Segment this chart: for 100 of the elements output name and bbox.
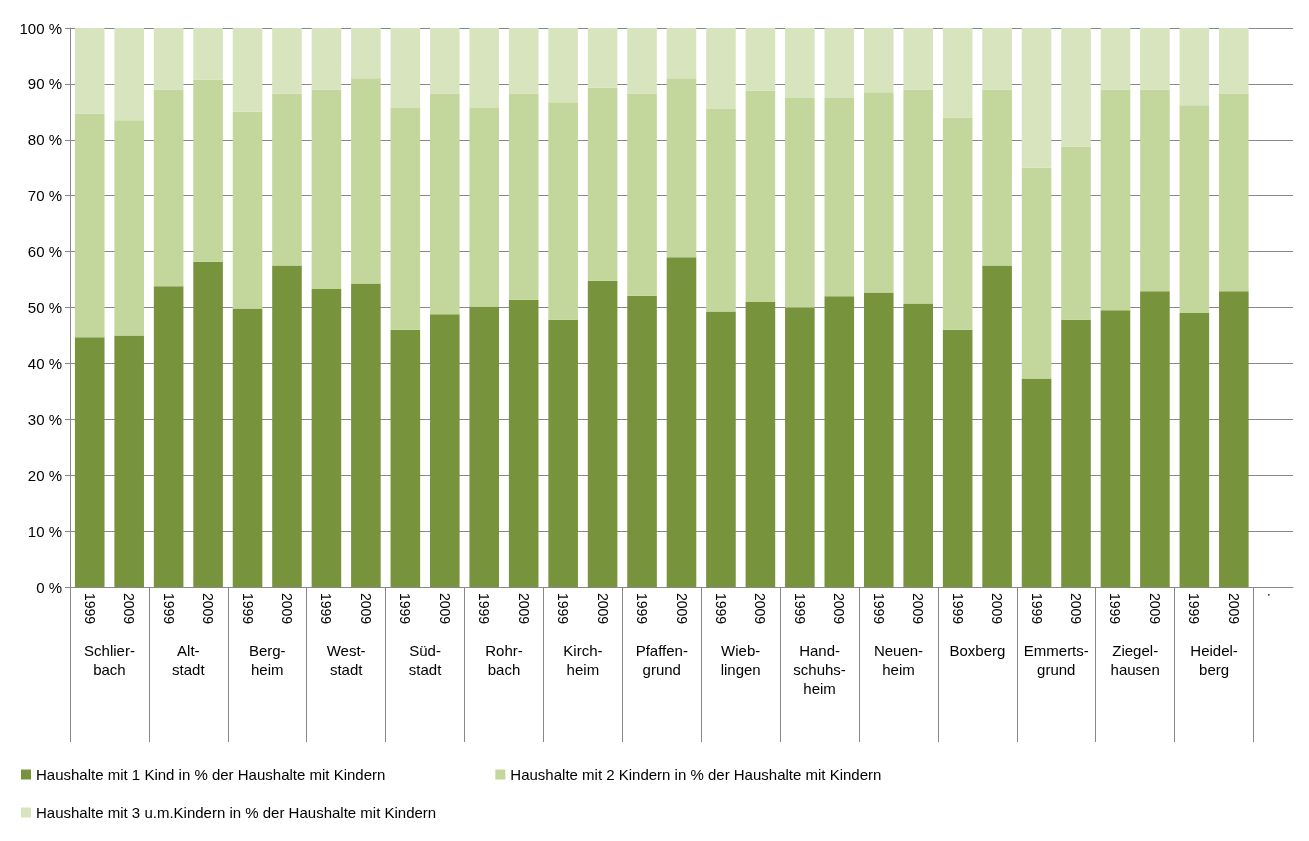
text: West- stadt [326,642,366,678]
bar [1100,28,1131,90]
bar [942,28,973,118]
text: Berg- heim [248,642,286,678]
bar [430,28,460,94]
bar [1021,28,1052,168]
bar [1021,167,1052,379]
bar [863,92,894,293]
bar [627,28,657,94]
y-tick-label: 20 % [27,466,62,484]
bar [1100,89,1131,311]
x-tick-label: 1999 [870,593,887,625]
x-tick-label: 2009 [831,593,848,625]
bar [153,286,184,587]
bar [1179,28,1210,106]
bar [745,301,776,587]
bar [587,87,618,281]
bar [430,314,460,587]
bar [114,28,144,121]
text: Boxberg [949,642,1006,659]
bar [430,93,460,315]
x-tick-label: 1999 [397,593,414,625]
bar [706,109,736,312]
bar [351,283,381,587]
bar [982,89,1012,266]
bar [706,28,736,110]
text: Neuen- heim [873,642,924,678]
text: Wieb- lingen [720,642,761,678]
y-tick-label: 0 % [36,578,62,596]
y-tick-label: 40 % [27,354,62,372]
bar [548,28,578,103]
x-tick-label: 1999 [239,593,256,625]
y-tick-label: 60 % [27,243,62,261]
bar [1179,313,1210,587]
bar [1219,28,1249,94]
x-tick-label: 1999 [555,593,572,625]
bar [666,78,697,258]
bar [1021,378,1052,587]
bar [942,329,973,587]
bar [114,335,144,587]
bar [193,79,223,262]
bar [824,296,855,587]
bar [469,107,500,307]
bar [74,28,105,114]
y-tick-label: 70 % [27,187,62,205]
x-tick-label: 2009 [1225,593,1242,625]
bar [469,306,500,587]
bar [824,28,855,98]
text: Ziegel- hausen [1110,642,1160,678]
x-tick-label: 1999 [81,593,98,625]
x-tick-label: 2009 [436,593,453,625]
bar [587,28,618,88]
bar [863,28,894,93]
text: Rohr- bach [485,642,523,678]
bar [1100,310,1131,587]
text: Alt- stadt [172,642,206,678]
bar [785,97,815,308]
bar [627,93,657,296]
x-tick-label: 2009 [989,593,1006,625]
y-tick-label: 90 % [27,75,62,93]
bar [232,28,263,112]
bar [548,102,578,320]
bar [390,329,421,587]
x-tick-label: 2009 [1068,593,1085,625]
bar [232,308,263,587]
x-tick-label: 1999 [160,593,177,625]
x-tick-label: 1999 [1186,593,1203,625]
bar [272,93,302,266]
bar [587,280,618,587]
bar [232,111,263,309]
bar [469,28,500,108]
text: Kirch- heim [563,642,603,678]
bar [193,261,223,587]
x-tick-label: 1999 [476,593,493,625]
bar [1219,291,1249,587]
legend-label: Haushalte mit 3 u.m.Kindern in % der Haushalte mit Kindern [36,804,437,821]
bar [745,28,776,91]
bar [627,295,657,587]
bar [153,89,184,287]
x-tick-label: 1999 [1028,593,1045,625]
x-tick-label: 1999 [712,593,729,625]
x-tick-label: 2009 [357,593,374,625]
bar [903,28,933,90]
bar [1061,146,1091,320]
bar [863,292,894,587]
y-tick-label: 100 % [19,19,62,37]
legend-label: Haushalte mit 2 Kindern in % der Haushalte mit Kindern [510,766,882,783]
bar [153,28,184,90]
x-tick-label: 1999 [791,593,808,625]
bar [272,28,302,94]
text: Pfaffen- grund [635,642,688,678]
y-tick-label: 30 % [27,410,62,428]
x-tick-label: 2009 [278,593,295,625]
bar [982,265,1012,587]
bar [390,28,421,108]
bar [785,28,815,98]
bar [508,28,539,94]
x-tick-label: 2009 [910,593,927,625]
x-tick-label: 2009 [121,593,138,625]
bar [824,97,855,297]
